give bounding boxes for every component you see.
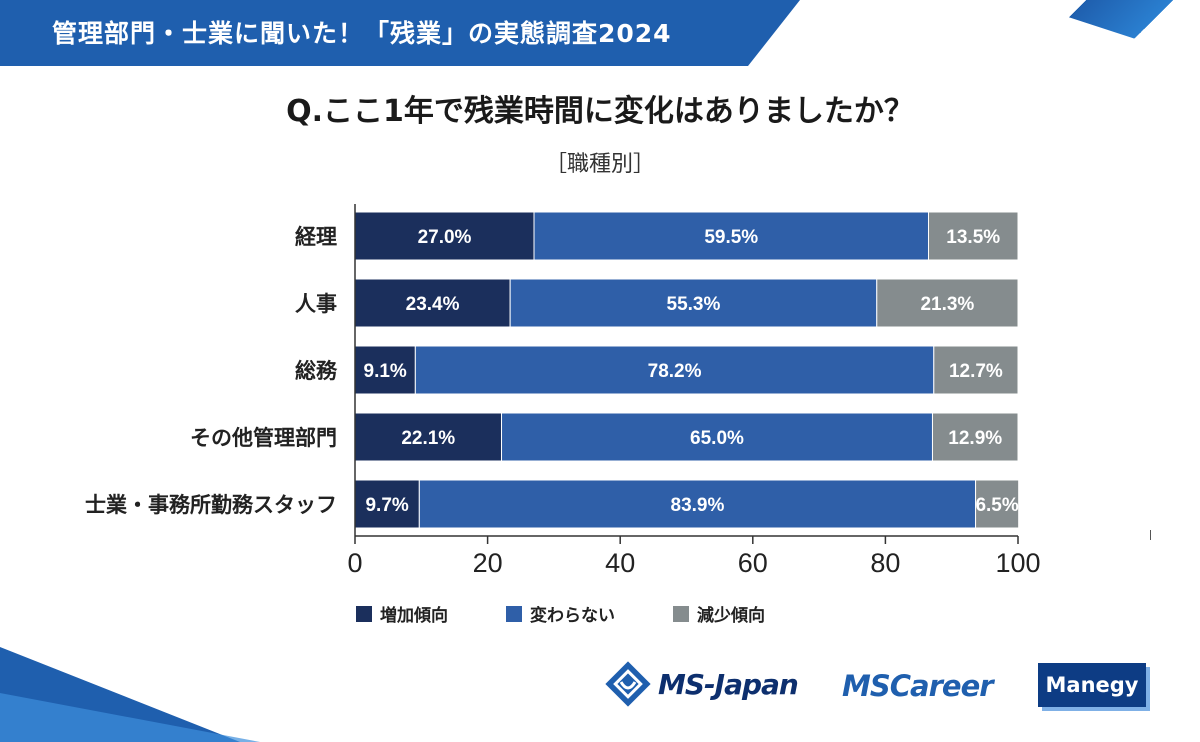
x-tick-label: 100 (995, 548, 1040, 578)
bar-decrease (975, 479, 1020, 529)
data-label-decrease: 21.3% (920, 294, 974, 315)
bar-decrease (927, 211, 1019, 261)
data-label-increase: 9.1% (364, 361, 407, 382)
data-label-nochange: 83.9% (671, 495, 725, 516)
x-tick-label: 0 (347, 548, 362, 578)
data-label-decrease: 12.9% (948, 428, 1002, 449)
question-title: Q.ここ1年で残業時間に変化はありましたか？ (286, 94, 914, 129)
msjapan-wordmark: MS-Japan (658, 667, 799, 701)
bar-decrease (931, 412, 1019, 462)
legend-item-decrease: 減少傾向 (673, 601, 765, 626)
category-label: 士業・事務所勤務スタッフ (85, 493, 337, 517)
x-tick-label: 20 (473, 548, 503, 578)
data-label-nochange: 59.5% (704, 227, 758, 248)
bar-decrease (876, 278, 1019, 328)
data-label-increase: 27.0% (418, 227, 472, 248)
category-label: 人事 (295, 292, 337, 316)
x-tick-label: 40 (605, 548, 635, 578)
bar-nochange (418, 479, 977, 529)
data-label-nochange: 55.3% (667, 294, 721, 315)
logo-manegy: Manegy (1038, 663, 1146, 707)
chart-subtitle: ［職種別］ (544, 152, 655, 177)
data-label-increase: 9.7% (365, 495, 408, 516)
x-tick-label: 60 (738, 548, 768, 578)
stray-tick (1150, 530, 1151, 540)
banner-title: 管理部門・士業に聞いた！「残業」の実態調査2024 (52, 19, 672, 48)
data-label-decrease: 12.7% (949, 361, 1003, 382)
legend-label-nochange: 変わらない (530, 606, 615, 626)
logo-mscareer: MSCareer (842, 669, 994, 703)
data-label-increase: 22.1% (401, 428, 455, 449)
chart-legend: 増加傾向 変わらない 減少傾向 (356, 601, 823, 626)
data-label-nochange: 78.2% (648, 361, 702, 382)
legend-swatch-decrease (673, 605, 689, 622)
bar-increase (354, 278, 511, 328)
legend-item-increase: 増加傾向 (356, 601, 448, 626)
legend-label-increase: 増加傾向 (380, 606, 448, 626)
legend-item-nochange: 変わらない (506, 601, 615, 626)
bar-increase (354, 479, 420, 529)
data-label-nochange: 65.0% (690, 428, 744, 449)
header-banner: 管理部門・士業に聞いた！「残業」の実態調査2024 (0, 0, 800, 66)
data-label-increase: 23.4% (406, 294, 460, 315)
legend-swatch-nochange (506, 605, 522, 622)
data-label-decrease: 13.5% (946, 227, 1000, 248)
bar-nochange (414, 345, 935, 395)
msjapan-diamond-icon (605, 661, 651, 707)
data-label-decrease: 6.5% (975, 495, 1018, 516)
category-label: 総務 (295, 359, 338, 383)
category-label: 経理 (295, 225, 337, 249)
x-tick-label: 80 (870, 548, 900, 578)
bar-nochange (501, 412, 933, 462)
legend-label-decrease: 減少傾向 (697, 606, 765, 626)
category-label: その他管理部門 (190, 426, 337, 450)
stacked-bar-chart: 経理 27.0% 59.5% 13.5% 人事 23.4% 55.3% 21.3% 総務 9.1%… (85, 204, 1041, 578)
bar-increase (354, 412, 503, 462)
legend-swatch-increase (356, 605, 372, 622)
bar-nochange (509, 278, 878, 328)
bar-decrease (933, 345, 1019, 395)
logo-msjapan: MS-Japan (604, 660, 799, 708)
